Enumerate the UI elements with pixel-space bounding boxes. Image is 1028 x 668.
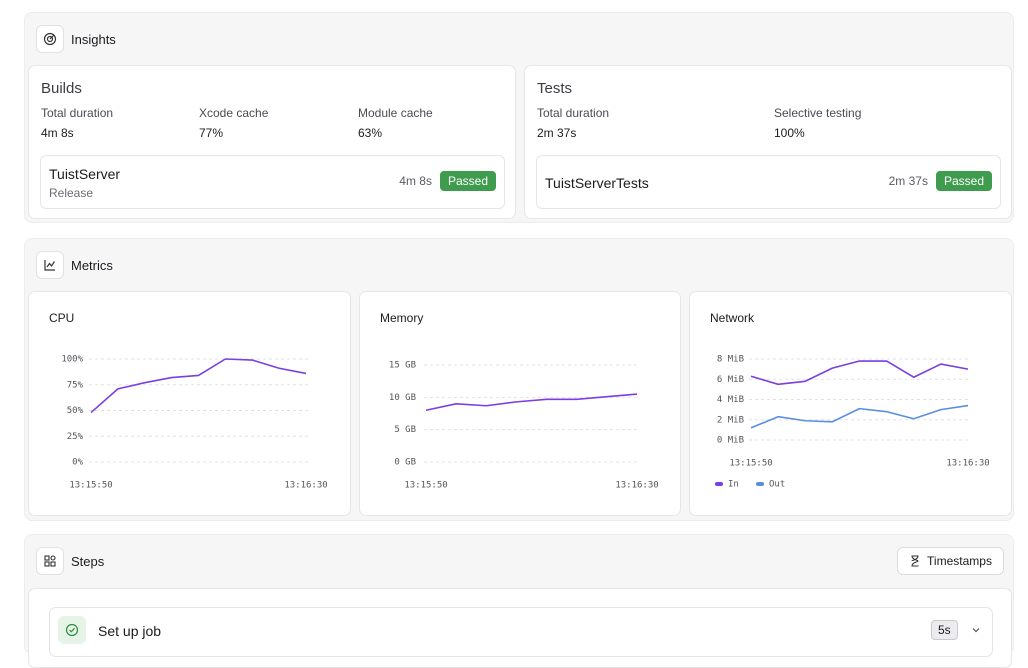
x-tick-label: 13:16:30 [946,459,989,469]
chart-card: Memory 0 GB 5 GB 10 GB 15 GB 13:15:50 13:16:30 [359,291,681,516]
steps-section: Steps Timestamps Set up job 5s [24,534,1014,668]
y-tick-label: 5 GB [394,425,416,435]
y-tick-label: 25% [67,432,84,442]
x-tick-label: 13:15:50 [69,481,112,491]
card-title: Builds [41,80,82,97]
x-tick-label: 13:16:30 [284,481,327,491]
builds-card: Builds Total duration 4m 8s Xcode cache 77… [28,65,516,219]
page: { "insights": { "title": "Insights", "ca… [24,12,1014,668]
section-title: Insights [71,32,116,47]
chevron [972,628,980,633]
tests-card: Tests Total duration 2m 37s Selective tes… [524,65,1012,219]
step-duration: 5s [931,620,958,640]
y-tick-label: 6 MiB [717,375,744,385]
y-tick-label: 0 GB [394,458,416,468]
chart-title: Memory [380,311,423,325]
step-row[interactable]: Set up job 5s [49,607,993,657]
run-name: TuistServer [49,166,121,182]
run-duration: 2m 37s [888,174,928,188]
y-tick-label: 0% [72,458,83,468]
chart-title: CPU [49,311,74,325]
legend-label: Out [769,480,785,490]
legend-label: In [728,480,739,490]
chart: Memory 0 GB 5 GB 10 GB 15 GB 13:15:50 13:16:30 [380,311,659,491]
y-tick-label: 2 MiB [717,415,744,425]
y-tick-label: 100% [61,355,83,365]
y-tick-label: 4 MiB [717,395,744,405]
run-row[interactable]: TuistServerTests 2m 37s Passed [536,155,1001,209]
x-tick-label: 13:15:50 [404,481,447,491]
stat-label: Selective testing [774,106,862,120]
stat-label: Xcode cache [199,106,269,120]
section-title: Metrics [71,258,113,273]
y-tick-label: 15 GB [389,361,416,371]
series-line [750,360,969,386]
stat-label: Total duration [41,106,114,120]
chart: CPU 0% 25% 50% 75% 100% 13:15:50 13:16:30 [49,311,328,491]
stat-value: 2m 37s [537,126,577,140]
legend-swatch [756,482,764,486]
section-title: Steps [71,554,105,569]
series-line [425,393,638,412]
chart-card: Network 0 MiB 2 MiB 4 MiB 6 MiB 8 MiB 13:15:50… [689,291,1012,516]
run-subtitle: Release [49,186,94,200]
card-title: Tests [537,80,573,97]
chart: Network 0 MiB 2 MiB 4 MiB 6 MiB 8 MiB 13:15:50… [710,311,990,490]
stat-label: Module cache [358,106,433,120]
legend-swatch [715,482,723,486]
status-badge: Passed [935,171,992,191]
steps-icon [36,547,64,575]
step-status-icon [58,616,86,644]
x-tick-label: 13:16:30 [615,481,658,491]
metrics-icon [36,251,64,279]
stat-value: 77% [199,126,224,140]
y-tick-label: 0 MiB [717,436,744,446]
run-name: TuistServerTests [545,175,649,191]
run-duration: 4m 8s [399,174,432,188]
step-name: Set up job [98,623,162,639]
stat-value: 100% [774,126,805,140]
run-row[interactable]: TuistServer Release 4m 8s Passed [40,155,505,209]
stat-value: 63% [358,126,383,140]
x-tick-label: 13:15:50 [729,459,772,469]
chart-card: CPU 0% 25% 50% 75% 100% 13:15:50 13:16:30 [28,291,351,516]
stat-value: 4m 8s [41,126,74,140]
metrics-section: Metrics CPU 0% 25% 50% 75% 100% 13:15:50 13:16:… [24,238,1014,521]
y-tick-label: 10 GB [389,393,416,403]
y-tick-label: 75% [67,380,84,390]
steps-card: Set up job 5s [28,588,1012,668]
series-line [750,404,969,429]
button-label: Timestamps [927,554,992,568]
chart-title: Network [710,311,755,325]
status-badge: Passed [439,171,496,191]
y-tick-label: 50% [67,406,84,416]
insights-icon [36,25,64,53]
insights-section: Insights Builds Total duration 4m 8s Xcod… [24,12,1014,223]
y-tick-label: 8 MiB [717,355,744,365]
series-line [90,358,307,414]
timestamps-button[interactable]: Timestamps [897,547,1004,575]
stat-label: Total duration [537,106,610,120]
